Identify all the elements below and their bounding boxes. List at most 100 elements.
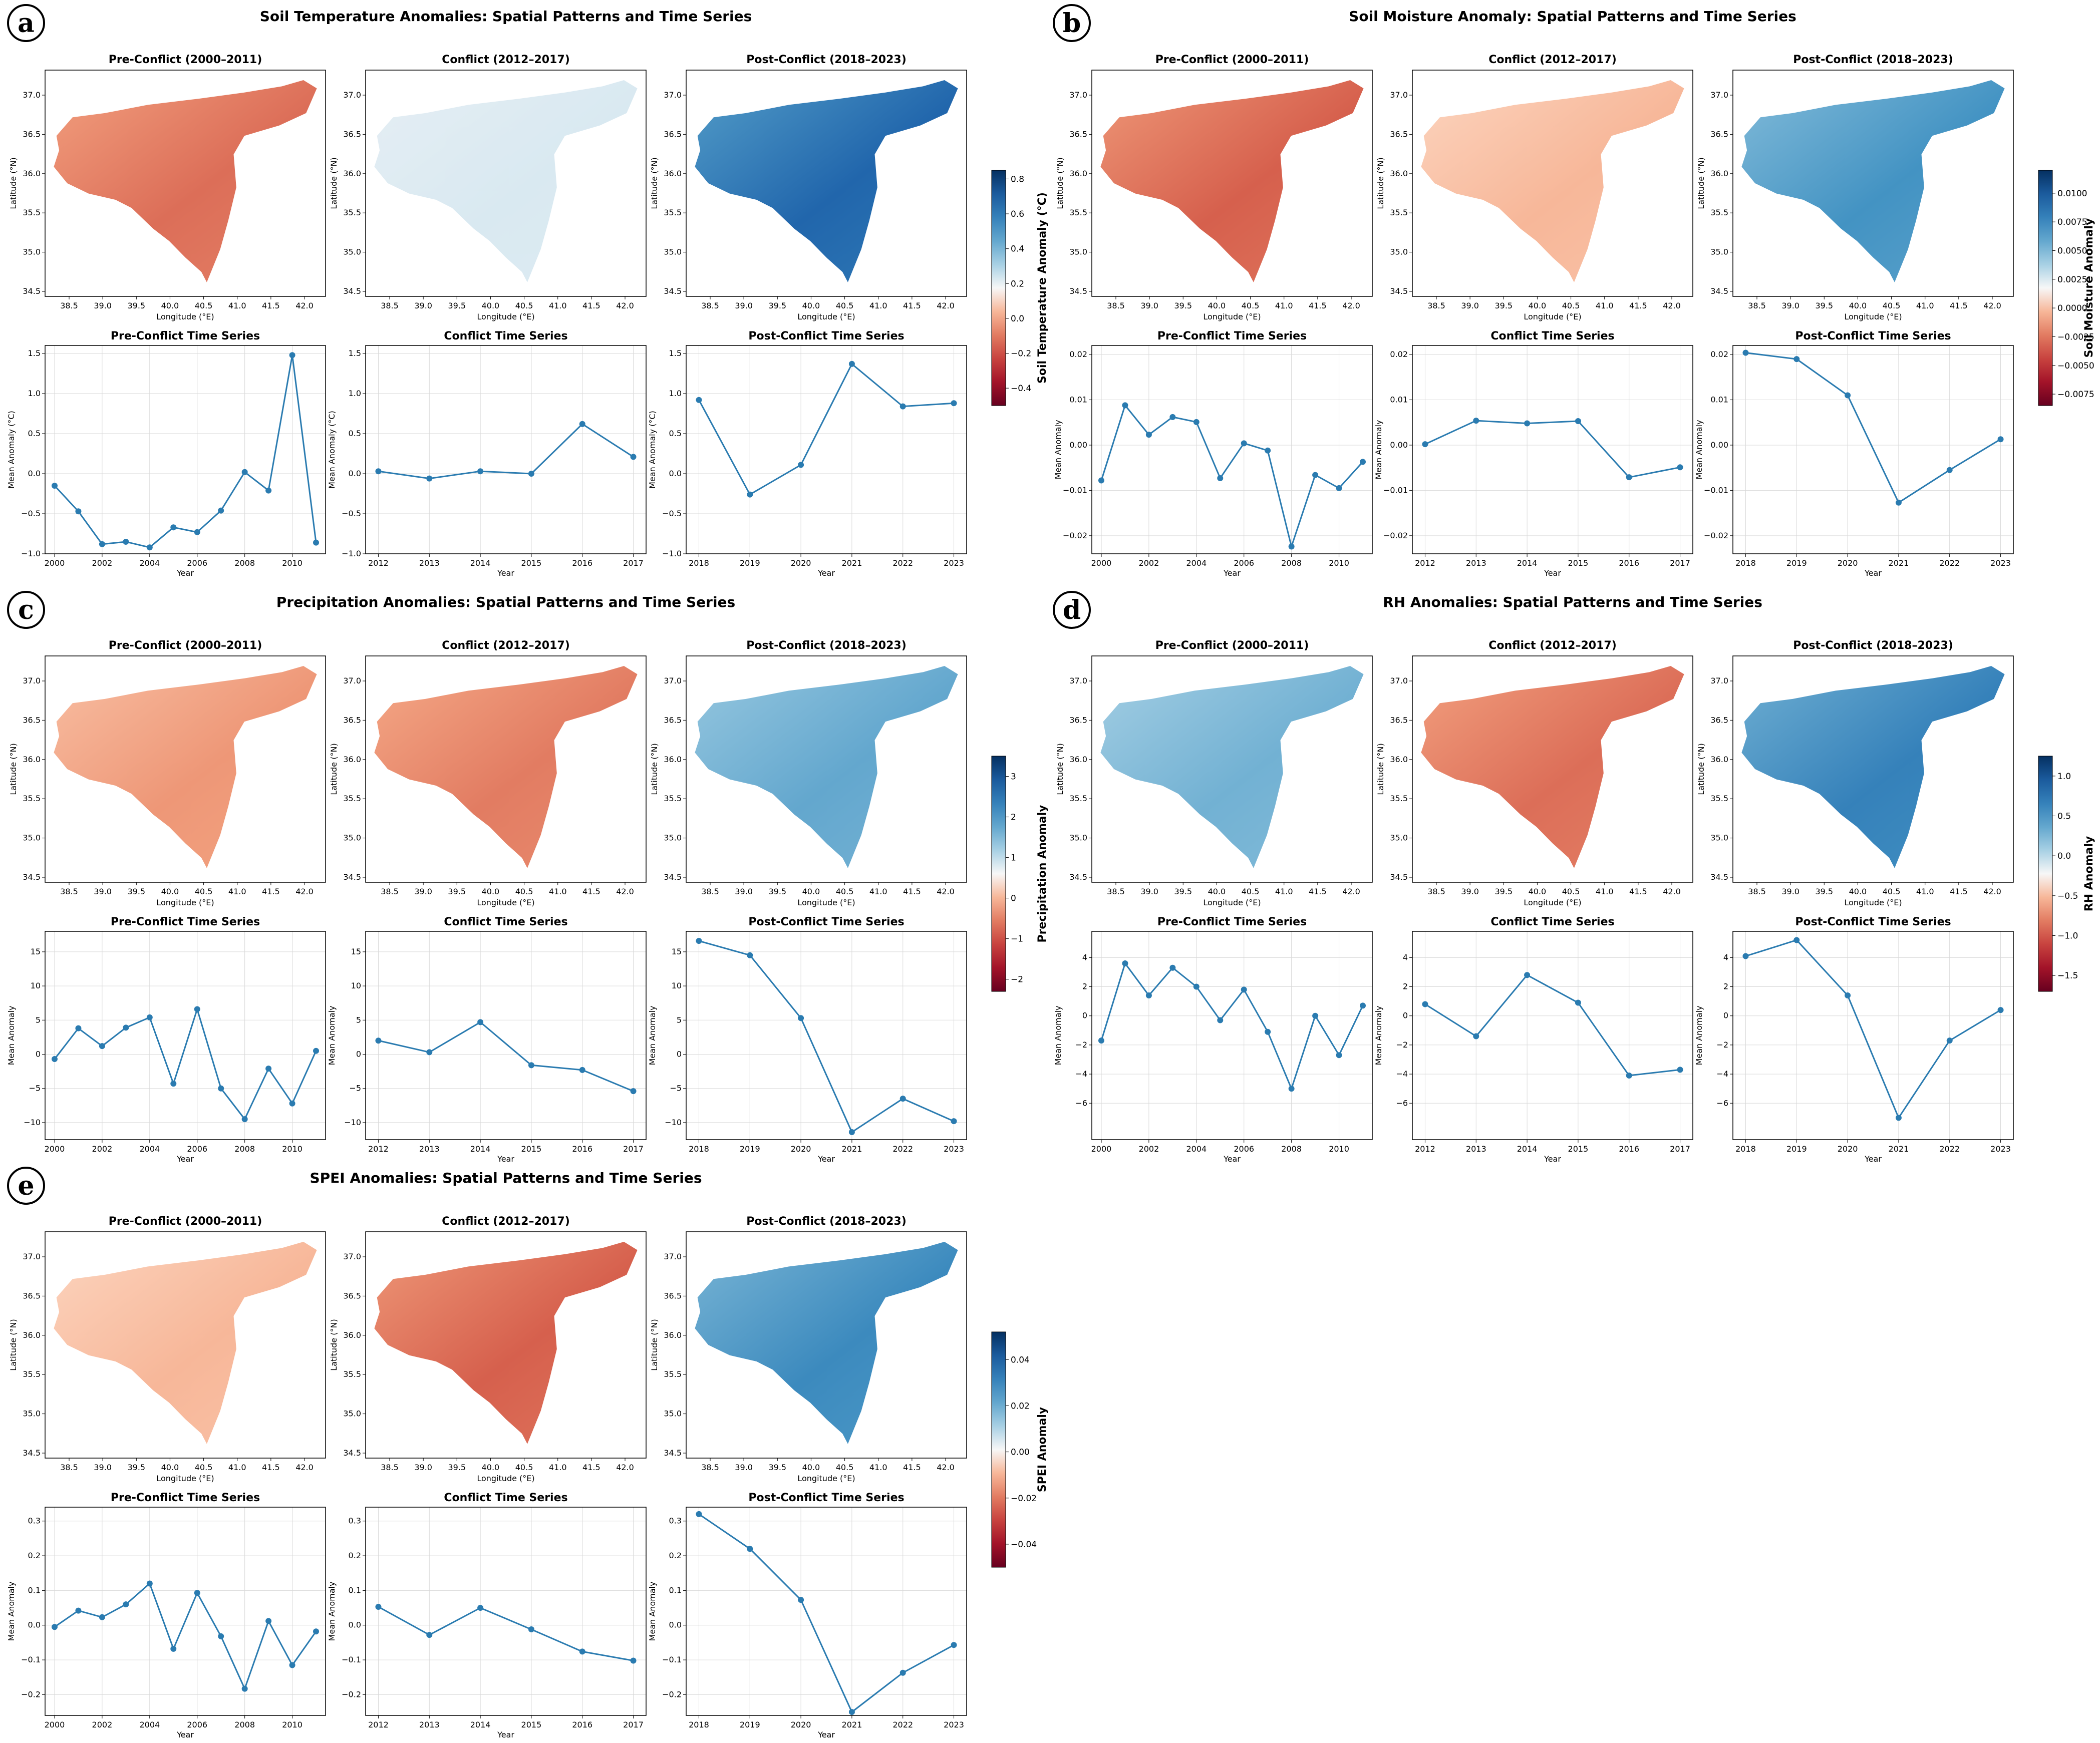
colorbar-label-a: Soil Temperature Anomaly (°C) [1036, 192, 1049, 384]
map-ytick-label: 36.0 [343, 1330, 361, 1340]
ts-ytick-label: −5 [29, 1084, 41, 1093]
colorbar-tick-label: 0.0 [2057, 851, 2071, 861]
map-ytick-label: 35.5 [1710, 794, 1728, 803]
map-xtick-label: 39.5 [127, 1463, 145, 1472]
series-line-e-2 [378, 1606, 634, 1661]
map-xtick-label: 38.5 [1748, 887, 1766, 896]
data-point [798, 1597, 804, 1603]
map-ytick-label: 35.0 [1710, 247, 1728, 257]
data-point [1946, 1037, 1953, 1044]
colorbar-label-e: SPEI Anomaly [1036, 1407, 1049, 1492]
map-xtick-label: 39.0 [1140, 301, 1158, 310]
ts-xlabel: Year [497, 1154, 514, 1164]
ts-title-d-1: Pre-Conflict Time Series [1157, 916, 1307, 928]
series-line-a-3 [698, 363, 954, 496]
ts-ytick-label: 0.02 [1390, 350, 1408, 359]
map-ytick-label: 37.0 [1390, 90, 1408, 100]
ts-ytick-label: −0.2 [662, 1689, 682, 1699]
ts-xtick-label: 2002 [92, 1720, 113, 1729]
map-xtick-label: 40.0 [1529, 301, 1547, 310]
data-point [899, 403, 906, 410]
data-point [1217, 1017, 1224, 1023]
ts-xtick-label: 2022 [1939, 558, 1960, 568]
ts-ytick-label: 10 [672, 981, 682, 990]
map-region-b-1 [1100, 80, 1364, 282]
map-ytick-label: 34.5 [1710, 286, 1728, 296]
ts-ytick-label: 5 [356, 1015, 361, 1024]
colorbar-tick-label: 0.0 [1011, 314, 1024, 324]
map-ytick-label: 35.0 [23, 833, 41, 843]
map-ytick-label: 36.0 [1710, 755, 1728, 764]
map-xlabel: Longitude (°E) [1524, 898, 1581, 907]
map-xtick-label: 40.0 [1849, 301, 1867, 310]
ts-ytick-label: −0.02 [1383, 531, 1408, 540]
data-point [375, 1037, 382, 1044]
map-xtick-label: 39.0 [94, 301, 112, 310]
map-ytick-label: 37.0 [1710, 90, 1728, 100]
ts-xtick-label: 2000 [45, 1144, 65, 1154]
map-xtick-label: 40.0 [482, 1463, 500, 1472]
data-point [1793, 356, 1800, 363]
ts-ytick-label: 0.3 [349, 1516, 361, 1526]
map-xtick-label: 39.5 [768, 301, 786, 310]
map-xtick-label: 40.0 [1208, 301, 1226, 310]
ts-ylabel: Mean Anomaly [327, 1582, 337, 1641]
ts-ylabel: Mean Anomaly [1694, 1006, 1704, 1066]
map-xtick-label: 39.0 [414, 301, 432, 310]
data-point [747, 1546, 753, 1552]
map-title-e-3: Post-Conflict (2018–2023) [746, 1215, 907, 1228]
ts-frame [45, 345, 326, 554]
ts-xtick-label: 2020 [1838, 558, 1858, 568]
panel-b: Pre-Conflict (2000–2011) 38.5 39.0 39.5 40.0… [1053, 54, 2095, 578]
map-ylabel: Latitude (°N) [650, 1319, 659, 1370]
data-point [477, 1605, 484, 1611]
ts-xtick-label: 2002 [92, 1144, 113, 1154]
ts-xlabel: Year [1223, 1154, 1241, 1164]
data-point [289, 1100, 295, 1107]
ts-ytick-label: −5 [349, 1084, 361, 1093]
ts-xtick-label: 2015 [521, 1144, 542, 1154]
map-ytick-label: 37.0 [1069, 90, 1087, 100]
ts-xtick-label: 2023 [944, 558, 964, 568]
data-point [1422, 441, 1428, 448]
data-point [1241, 986, 1247, 993]
ts-xtick-label: 2010 [1329, 1144, 1349, 1154]
map-xtick-label: 41.0 [1916, 301, 1934, 310]
data-point [265, 487, 272, 494]
data-point [75, 1607, 82, 1614]
data-point [1793, 937, 1800, 943]
ts-xtick-label: 2021 [1889, 558, 1909, 568]
ts-ytick-label: 0.5 [349, 429, 361, 438]
colorbar-tick-label: −1 [1011, 934, 1023, 944]
data-point [313, 1048, 320, 1054]
ts-ytick-label: 0.5 [669, 429, 682, 438]
ts-ytick-label: 4 [1082, 952, 1087, 962]
ts-ylabel: Mean Anomaly [1374, 420, 1383, 480]
map-xtick-label: 40.5 [1562, 301, 1580, 310]
map-ytick-label: 37.0 [23, 90, 41, 100]
ts-xtick-label: 2019 [740, 558, 760, 568]
map-ytick-label: 37.0 [343, 90, 361, 100]
map-ytick-label: 36.5 [1710, 129, 1728, 139]
data-point [1422, 1001, 1428, 1007]
map-ytick-label: 35.0 [664, 247, 682, 257]
map-ytick-label: 35.5 [1069, 208, 1087, 217]
map-xtick-label: 42.0 [616, 301, 634, 310]
ts-ytick-label: 0.0 [669, 469, 682, 478]
data-point [1312, 1012, 1319, 1019]
ts-xtick-label: 2008 [1281, 1144, 1302, 1154]
map-ytick-label: 36.0 [664, 755, 682, 764]
colorbar-tick-label: 1.0 [2057, 772, 2071, 782]
data-point [194, 1590, 200, 1596]
data-point [696, 397, 702, 403]
colorbar-tick-label: 0.4 [1011, 244, 1024, 254]
map-xtick-label: 39.0 [1461, 301, 1479, 310]
map-xtick-label: 39.5 [448, 887, 466, 896]
data-point [146, 1580, 153, 1587]
data-point [477, 468, 484, 475]
map-ytick-label: 36.5 [664, 129, 682, 139]
data-point [1742, 350, 1749, 356]
map-xtick-label: 38.5 [1107, 301, 1125, 310]
ts-xtick-label: 2014 [470, 1144, 491, 1154]
ts-title-b-3: Post-Conflict Time Series [1795, 330, 1951, 342]
